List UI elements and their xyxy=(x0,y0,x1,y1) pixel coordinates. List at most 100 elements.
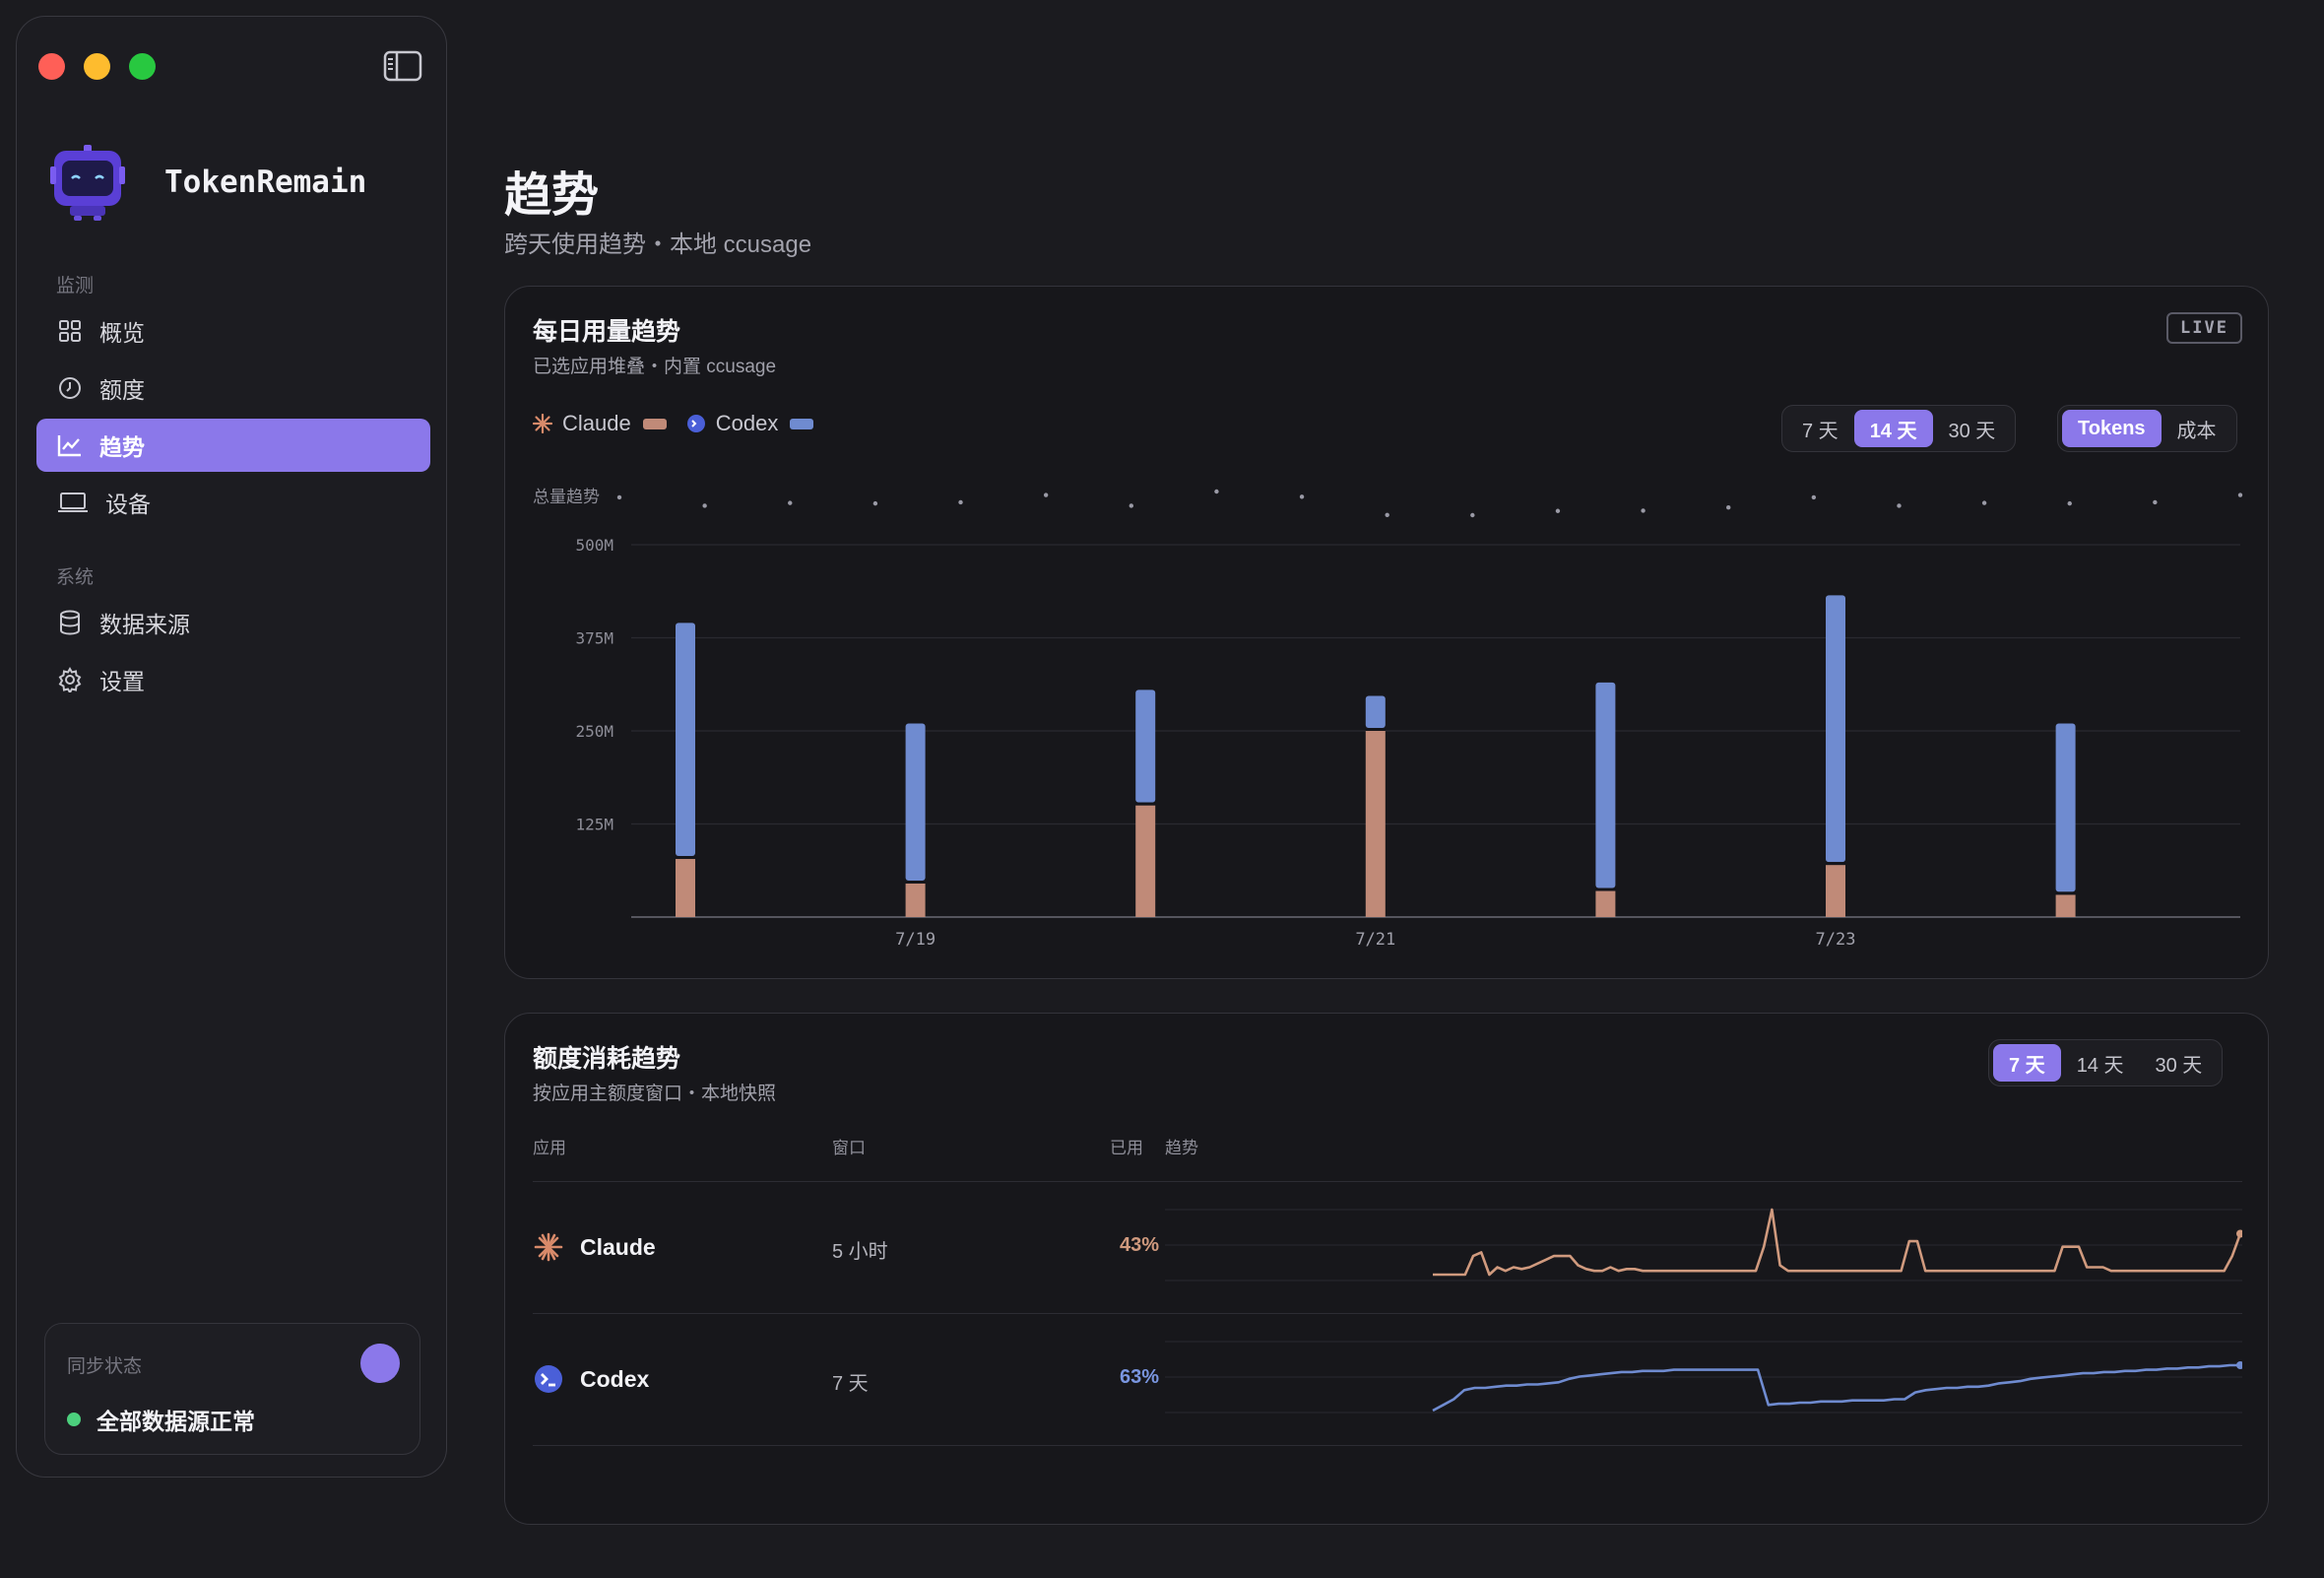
sparkline-path xyxy=(1433,1208,2242,1277)
total-trend-dot xyxy=(788,500,793,505)
total-trend-dot xyxy=(958,499,963,505)
range-30d-option[interactable]: 30 天 xyxy=(2155,1054,2203,1077)
bar-claude xyxy=(1135,805,1156,917)
column-header-used: 已用 xyxy=(1110,1139,1143,1157)
app-name: Claude xyxy=(580,1233,656,1260)
total-trend-dot xyxy=(1726,504,1731,510)
total-trend-dot xyxy=(1385,512,1389,518)
legend-label-claude: Claude xyxy=(562,411,631,435)
sidebar-item-label: 额度 xyxy=(99,377,145,403)
range-30d-option[interactable]: 30 天 xyxy=(1948,420,1996,442)
daily-usage-card: 每日用量趋势 已选应用堆叠・内置 ccusage LIVE Claude Cod… xyxy=(504,286,2269,979)
range-14d-option[interactable]: 14 天 xyxy=(1853,410,1933,447)
table-row[interactable]: Codex 7 天 63% xyxy=(533,1313,2242,1446)
brand: TokenRemain xyxy=(48,143,366,222)
bar-codex xyxy=(1135,690,1156,803)
status-dot-icon xyxy=(67,1413,81,1426)
card-title: 额度消耗趋势 xyxy=(533,1045,681,1073)
y-tick-label: 500M xyxy=(575,536,613,555)
metric-cost-option[interactable]: 成本 xyxy=(2176,420,2217,442)
card-title: 每日用量趋势 xyxy=(533,318,681,346)
bar-codex xyxy=(1365,695,1386,728)
window-cell: 5 小时 xyxy=(832,1241,888,1263)
range-14d-option[interactable]: 14 天 xyxy=(2076,1054,2124,1077)
total-trend-dot xyxy=(1811,494,1817,500)
total-trend-dot xyxy=(1641,508,1646,513)
column-header-trend: 趋势 xyxy=(1165,1139,1198,1157)
claude-sunburst-icon xyxy=(534,1232,563,1262)
total-trend-dot xyxy=(1555,508,1561,513)
sync-refresh-button[interactable] xyxy=(360,1344,400,1383)
bar-claude xyxy=(676,859,695,917)
grid-icon xyxy=(56,317,84,345)
sidebar-item-trends[interactable]: 趋势 xyxy=(36,419,430,472)
sidebar-item-label: 概览 xyxy=(99,320,145,346)
range-7d-option[interactable]: 7 天 xyxy=(1802,420,1839,442)
total-trend-dot xyxy=(616,494,622,500)
sync-status: 全部数据源正常 xyxy=(67,1403,255,1436)
total-trend-dot xyxy=(2067,500,2072,506)
sidebar-item-settings[interactable]: 设置 xyxy=(36,653,430,706)
page-subtitle: 跨天使用趋势・本地 ccusage xyxy=(504,231,812,258)
sidebar-item-data-sources[interactable]: 数据来源 xyxy=(36,596,430,649)
codex-terminal-icon xyxy=(535,1365,562,1393)
sidebar-item-label: 设备 xyxy=(105,492,151,517)
codex-trend-sparkline xyxy=(1165,1341,2242,1414)
legend-label-codex: Codex xyxy=(715,411,779,435)
range-7d-option[interactable]: 7 天 xyxy=(1993,1044,2061,1082)
nav-section-system: 系统 xyxy=(56,567,95,588)
claude-sunburst-icon xyxy=(533,414,552,433)
window-zoom-button[interactable] xyxy=(129,53,156,80)
app-cell: Claude xyxy=(533,1231,656,1263)
column-header-app: 应用 xyxy=(533,1139,566,1157)
chart-legend: Claude Codex xyxy=(533,411,833,436)
quota-trend-card: 额度消耗趋势 按应用主额度窗口・本地快照 7 天 14 天 30 天 应用 窗口… xyxy=(504,1013,2269,1525)
total-trend-dot xyxy=(872,500,878,506)
gear-icon xyxy=(56,666,84,693)
card-subtitle: 已选应用堆叠・内置 ccusage xyxy=(533,357,777,377)
total-trend-dot xyxy=(2237,493,2243,497)
daily-usage-chart: 总量趋势 125M250M375M500M7/197/217/237/257/2… xyxy=(533,488,2243,950)
legend-swatch-codex xyxy=(790,418,814,429)
used-percent: 43% xyxy=(1119,1234,1159,1256)
codex-icon xyxy=(686,415,705,432)
live-badge: LIVE xyxy=(2166,312,2242,344)
trend-chart-icon xyxy=(56,431,84,459)
total-trend-dot xyxy=(1129,503,1133,508)
sidebar-toggle-icon[interactable] xyxy=(383,50,422,82)
total-trend-dot xyxy=(1214,489,1219,494)
sync-status-text: 全部数据源正常 xyxy=(97,1409,255,1434)
x-tick-label: 7/19 xyxy=(895,930,936,950)
bar-claude xyxy=(1595,890,1616,917)
total-trend-dot xyxy=(1981,500,1987,505)
table-row[interactable]: Claude 5 小时 43% xyxy=(533,1181,2242,1314)
sidebar-item-label: 趋势 xyxy=(99,434,145,460)
sparkline-endpoint xyxy=(2236,1229,2242,1238)
total-trend-dot xyxy=(2153,499,2158,505)
total-trend-dot xyxy=(1897,503,1902,508)
sync-status-label: 同步状态 xyxy=(67,1356,143,1377)
total-trend-dot xyxy=(1299,494,1305,499)
total-trend-dot xyxy=(1043,493,1049,497)
table-row[interactable] xyxy=(533,1445,2242,1578)
bar-codex xyxy=(1826,595,1845,863)
used-percent: 63% xyxy=(1119,1366,1159,1388)
sparkline-endpoint xyxy=(2236,1361,2242,1369)
bar-claude xyxy=(1826,865,1845,917)
sidebar-item-label: 设置 xyxy=(99,669,145,694)
sidebar-item-label: 数据来源 xyxy=(99,612,190,637)
sidebar-item-quota[interactable]: 额度 xyxy=(36,362,430,415)
robot-logo-icon xyxy=(50,145,125,221)
window-close-button[interactable] xyxy=(38,53,65,80)
sidebar-item-overview[interactable]: 概览 xyxy=(36,304,430,358)
sidebar: TokenRemain 监测 概览 额度 趋势 设备 系统 数据来源 xyxy=(16,16,447,1478)
bar-claude xyxy=(905,883,926,917)
app-name: Codex xyxy=(580,1365,650,1392)
metric-tokens-option[interactable]: Tokens xyxy=(2062,410,2162,447)
window-cell: 7 天 xyxy=(832,1373,869,1395)
bar-claude xyxy=(1365,731,1386,917)
total-trend-label: 总量趋势 xyxy=(533,488,600,506)
window-minimize-button[interactable] xyxy=(84,53,110,80)
sync-status-card: 同步状态 全部数据源正常 xyxy=(44,1323,420,1455)
sidebar-item-devices[interactable]: 设备 xyxy=(36,476,430,529)
